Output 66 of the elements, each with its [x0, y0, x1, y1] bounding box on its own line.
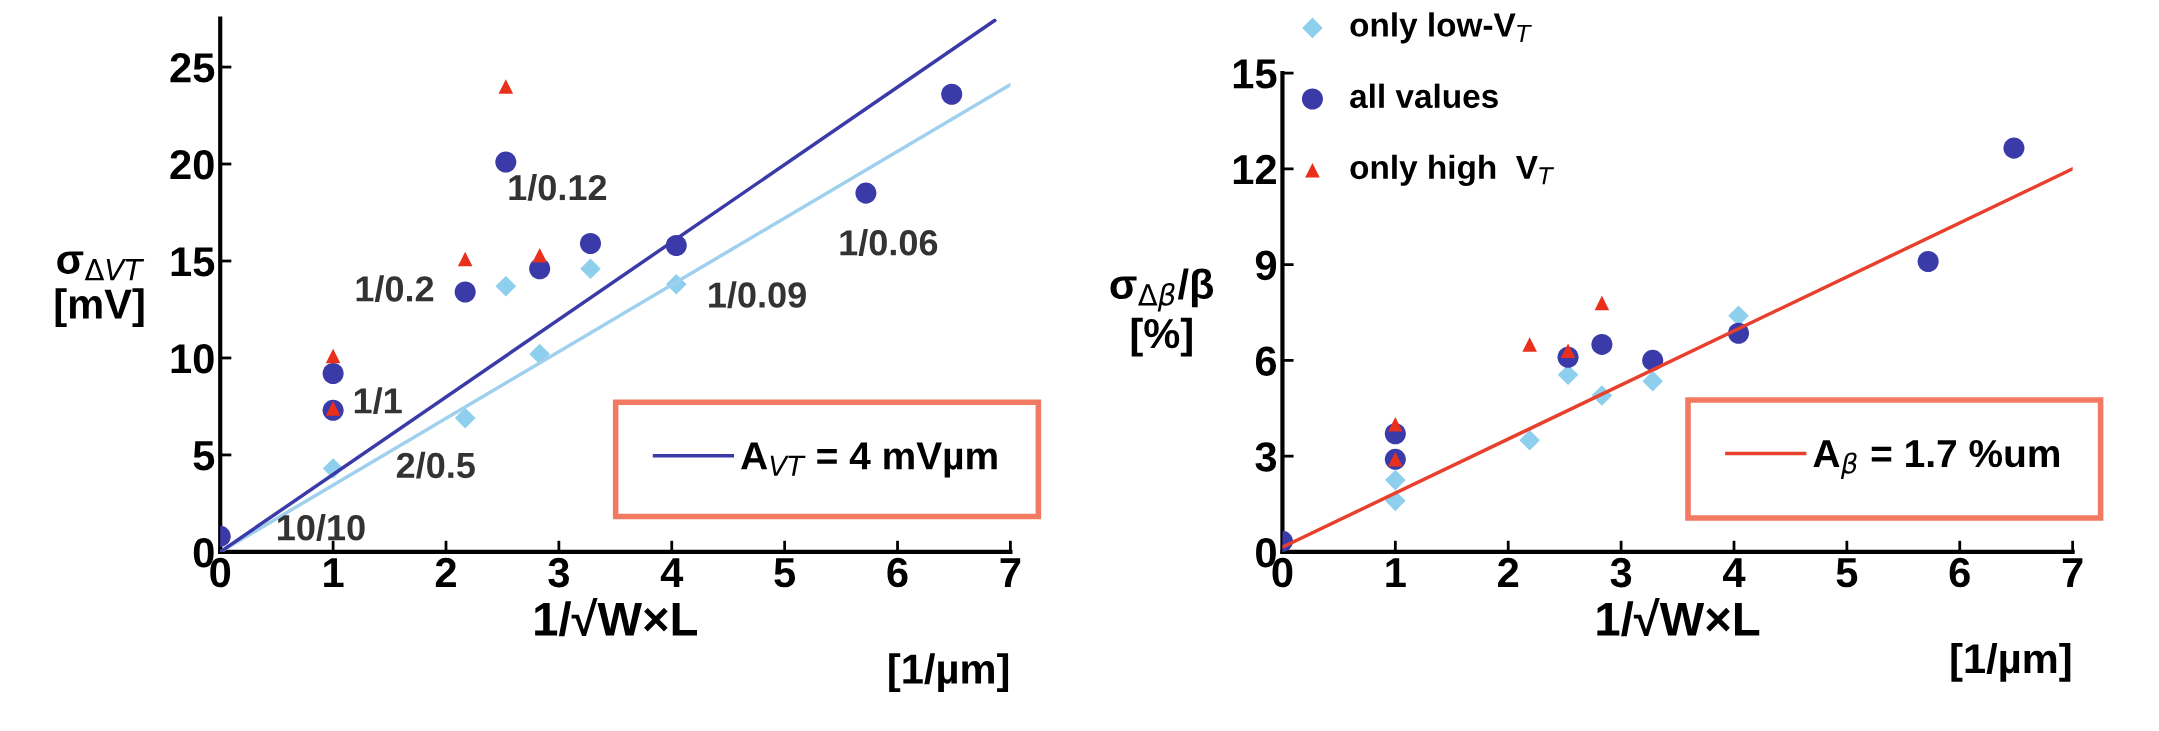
point — [579, 233, 602, 255]
point — [1728, 305, 1749, 326]
y-tick-label: 25 — [170, 53, 215, 83]
text: [1/µm] — [1951, 642, 2071, 682]
legend-label: A$_{β}$ = 1.7 %um — [1813, 439, 2060, 480]
y-tick-label: 15 — [171, 247, 215, 277]
point — [1591, 333, 1613, 355]
x-tick-label: 4 — [660, 558, 684, 587]
y-tick-label: 3 — [1255, 442, 1277, 472]
annotation: 1/0.12 — [509, 173, 607, 201]
point — [495, 151, 517, 173]
x-tick-label: 2 — [1498, 557, 1519, 587]
point — [1522, 337, 1537, 352]
point — [457, 251, 473, 267]
x-tick-label: 7 — [2062, 558, 2083, 587]
x-tick-label: 6 — [1949, 557, 1970, 588]
point — [1917, 250, 1939, 272]
point — [2003, 137, 2025, 159]
point — [325, 348, 341, 364]
y-axis-title: σ$_{Δβ}$/β [%] — [1110, 268, 1214, 357]
x-tick-label: 7 — [1000, 558, 1021, 587]
legend-label: A$_{VT}$ = 4 mVµm — [741, 442, 997, 478]
x-tick-label: 5 — [1836, 558, 1858, 588]
point — [1388, 416, 1403, 432]
y-tick-label: 10 — [171, 343, 214, 374]
x-tick-label: 4 — [1723, 558, 1746, 587]
y-tick-label: 5 — [193, 441, 215, 471]
x-tick-label: 1 — [1386, 558, 1406, 587]
point — [495, 275, 517, 297]
point — [1642, 370, 1664, 392]
point — [1557, 364, 1579, 386]
x-tick-label: 5 — [774, 558, 796, 588]
legend-label: all values — [1350, 83, 1498, 109]
point — [454, 407, 476, 429]
y-tick-label: 9 — [1255, 250, 1277, 281]
x-tick-label: 6 — [887, 557, 908, 588]
x-tick-label: 2 — [435, 557, 456, 587]
legend-label: only high V$_{T}$ — [1350, 154, 1555, 186]
point — [322, 362, 344, 385]
point — [1385, 469, 1406, 491]
x-tick-label: 1 — [324, 558, 344, 587]
x-axis-title: 1/√W×L — [1597, 598, 1760, 637]
annotation: 1/1 — [354, 387, 402, 415]
point — [454, 281, 476, 303]
annotation: 1/0.2 — [356, 275, 434, 303]
legend-label: only low-V$_{T}$ — [1350, 12, 1532, 44]
point — [1519, 429, 1540, 451]
point — [855, 182, 877, 204]
y-tick-label: 15 — [1233, 59, 1277, 89]
y-tick-label: 12 — [1233, 154, 1276, 184]
x-tick-label: 3 — [1610, 557, 1632, 588]
annotation: 2/0.5 — [396, 451, 475, 479]
text: [1/µm] — [889, 653, 1009, 693]
y-tick-label: 6 — [1255, 346, 1277, 376]
point — [532, 247, 547, 263]
annotation: 10/10 — [278, 514, 365, 541]
annotation: 1/0.06 — [840, 229, 938, 256]
point — [941, 83, 963, 105]
point — [498, 79, 514, 94]
y-tick-label: 20 — [170, 150, 214, 180]
x-axis-title: 1/√W×L — [535, 598, 698, 637]
y-axis-title: σ$_{ΔVT}$ [mV] — [55, 251, 145, 328]
x-tick-label: 3 — [548, 557, 569, 588]
annotation: 1/0.09 — [709, 281, 806, 309]
point — [580, 258, 601, 280]
point — [1594, 295, 1610, 311]
